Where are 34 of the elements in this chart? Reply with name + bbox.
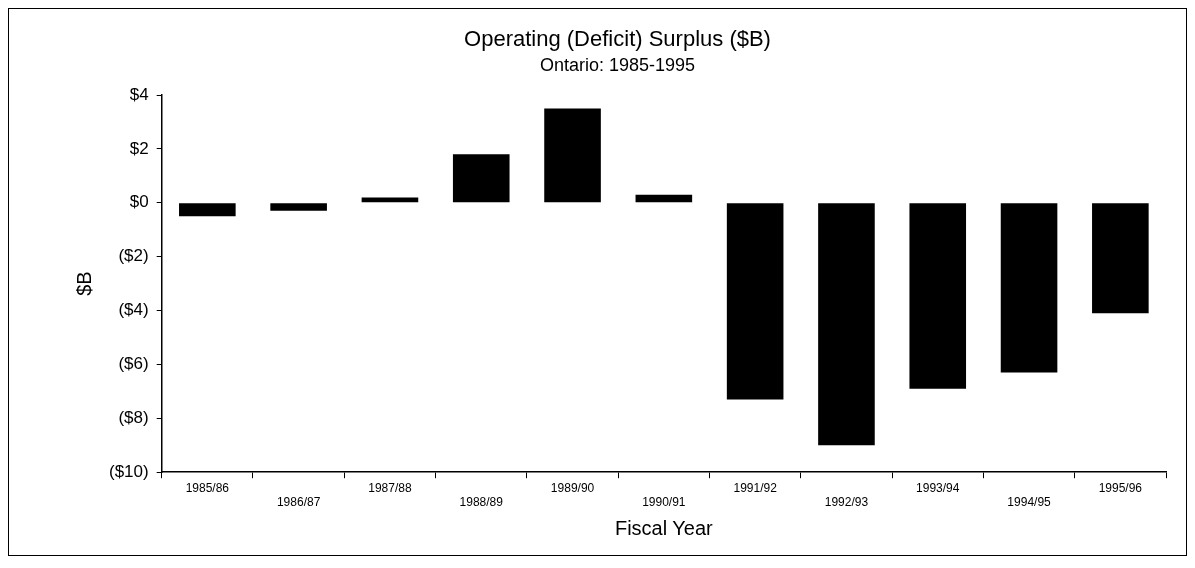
bar bbox=[1000, 203, 1058, 373]
y-tick-label: ($8) bbox=[118, 408, 149, 427]
x-tick-label: 1988/89 bbox=[459, 495, 504, 510]
x-tick-label: 1995/96 bbox=[1098, 480, 1143, 495]
y-tick-label: ($10) bbox=[109, 461, 149, 481]
x-tick-label: 1986/87 bbox=[276, 495, 321, 510]
y-tick-label: $2 bbox=[129, 138, 149, 158]
bar bbox=[361, 197, 419, 203]
x-tick-label: 1993/94 bbox=[916, 480, 960, 495]
y-tick-label: $4 bbox=[129, 84, 149, 104]
y-tick-label: ($6) bbox=[118, 354, 149, 374]
x-tick-label: 1994/95 bbox=[1007, 495, 1052, 510]
y-tick-label: $0 bbox=[129, 192, 149, 212]
chart-subtitle: Ontario: 1985-1995 bbox=[539, 55, 696, 76]
bar bbox=[270, 203, 327, 211]
bar bbox=[544, 108, 601, 203]
bar bbox=[726, 203, 784, 400]
bar bbox=[818, 203, 875, 446]
x-tick-label: 1990/91 bbox=[642, 495, 686, 510]
x-axis-title: Fiscal Year bbox=[614, 516, 714, 539]
y-axis-title: $B bbox=[72, 271, 95, 296]
bar bbox=[452, 154, 510, 203]
bar bbox=[909, 203, 967, 389]
x-tick-label: 1991/92 bbox=[733, 480, 778, 495]
y-tick-label: ($4) bbox=[118, 300, 149, 320]
bar bbox=[179, 203, 236, 217]
bar bbox=[1092, 203, 1149, 314]
chart-title: Operating (Deficit) Surplus ($B) bbox=[464, 26, 771, 52]
x-tick-label: 1985/86 bbox=[185, 480, 230, 495]
x-tick-label: 1989/90 bbox=[550, 480, 595, 495]
y-tick-label: ($2) bbox=[118, 246, 149, 266]
bar bbox=[635, 194, 693, 203]
x-tick-label: 1987/88 bbox=[368, 480, 412, 495]
x-tick-label: 1992/93 bbox=[824, 495, 869, 510]
